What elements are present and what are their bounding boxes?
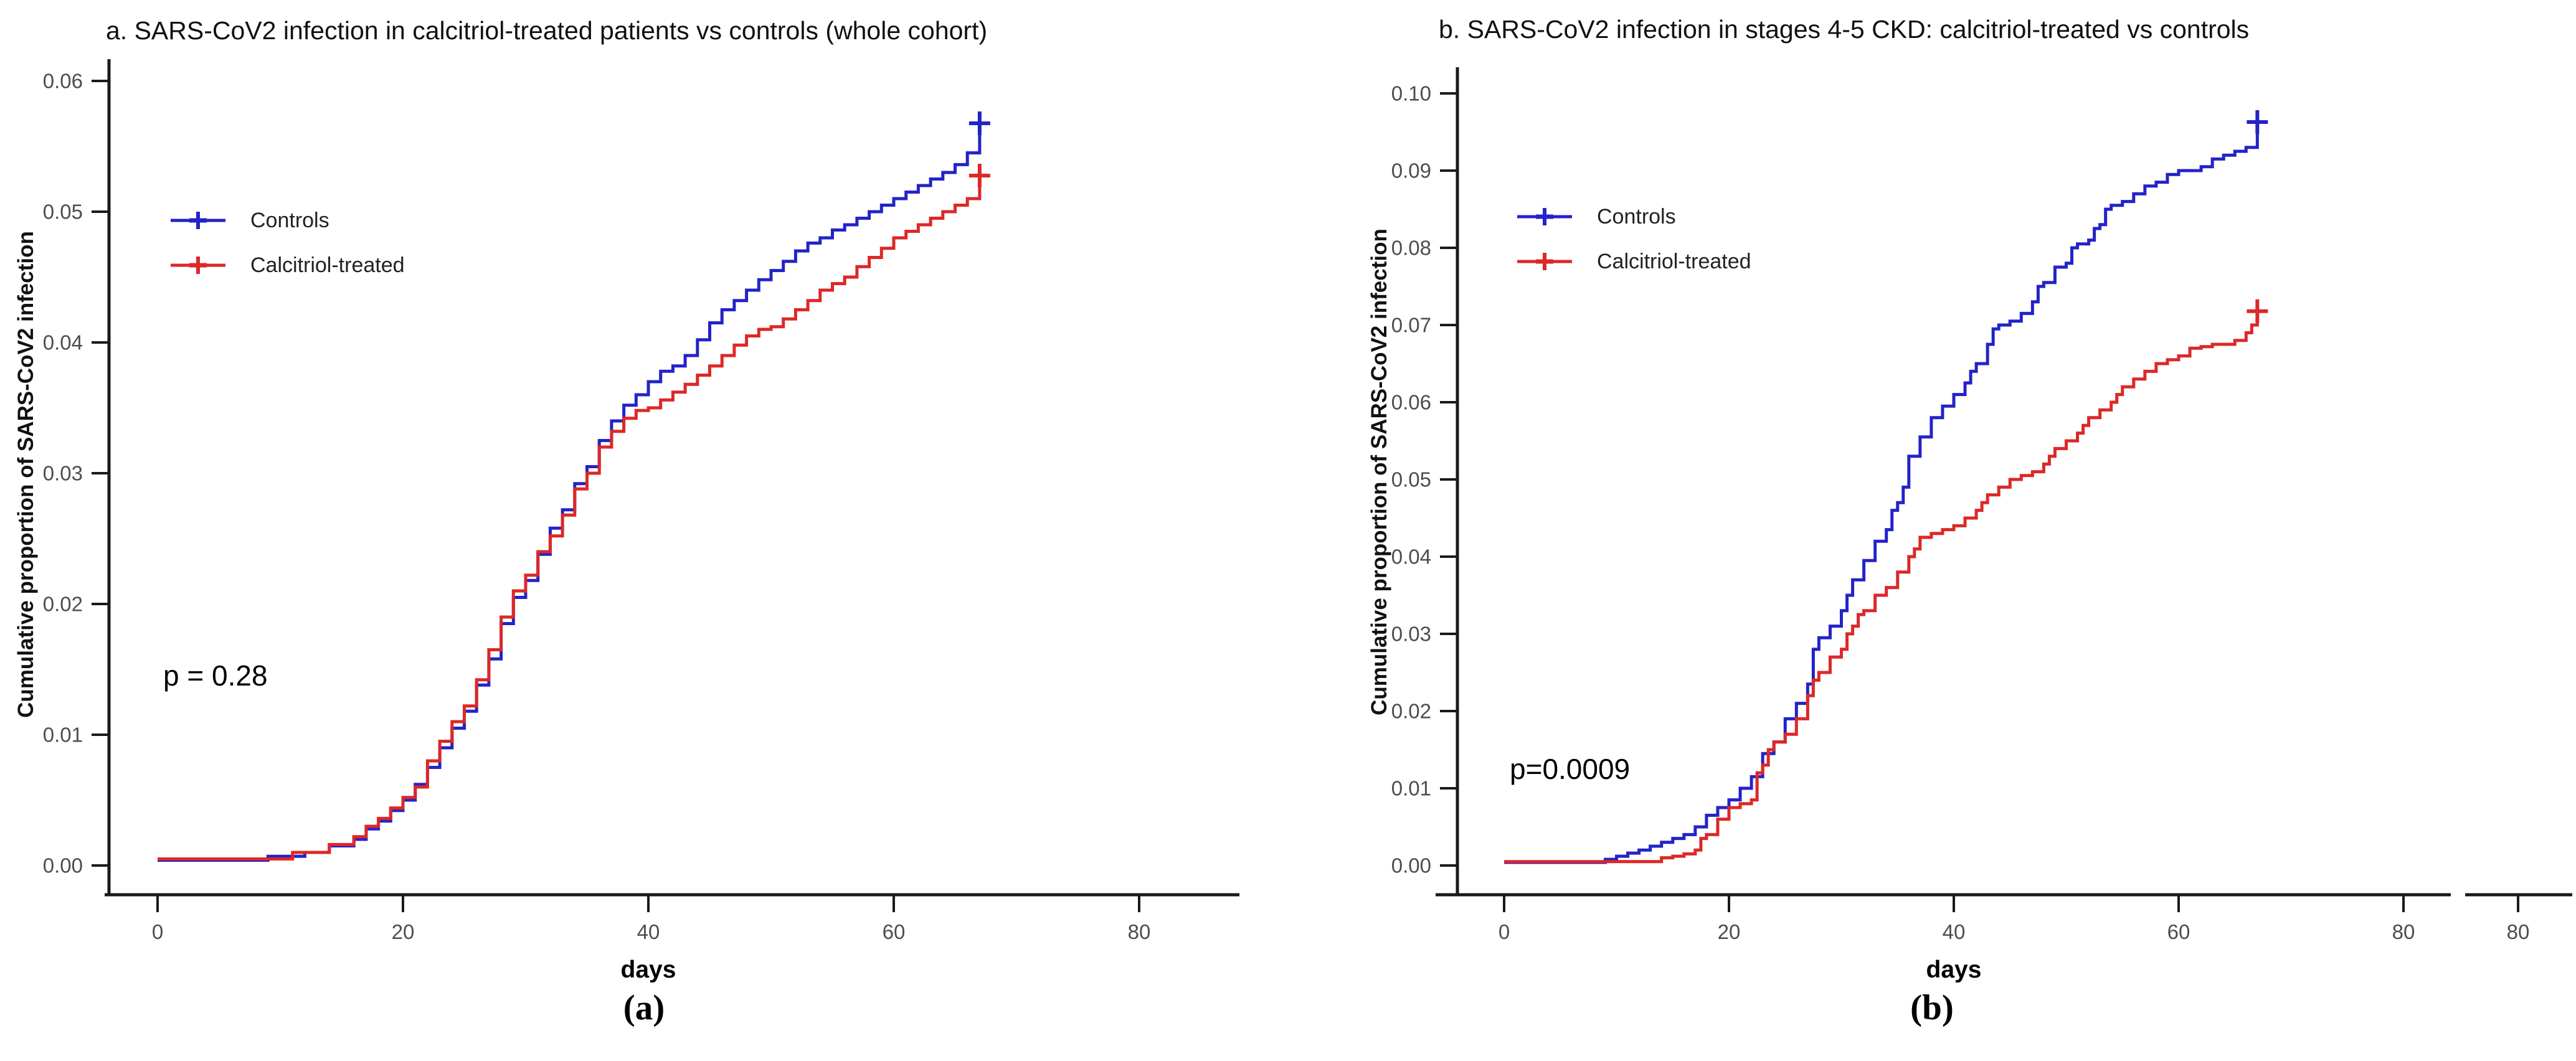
legend-label-calcitriol: Calcitriol-treated	[250, 253, 405, 277]
x-tick-label: 20	[392, 920, 415, 943]
x-tick-label: 40	[637, 920, 660, 943]
y-tick-label: 0.08	[1391, 237, 1431, 260]
x-tick-label: 60	[2167, 920, 2190, 943]
x-axis-title: days	[1926, 956, 1982, 983]
panel-a-legend: Controls Calcitriol-treated	[168, 198, 405, 288]
legend-key-calcitriol-icon	[1517, 253, 1572, 270]
series-curve-controls	[158, 133, 982, 862]
panel-b-p-value: p=0.0009	[1510, 753, 1631, 785]
series-curve-calcitriol-treated	[1504, 321, 2259, 864]
x-tick-label: 60	[883, 920, 906, 943]
detached-x-tick-label: 80	[2507, 920, 2530, 943]
y-tick-label: 0.06	[1391, 391, 1431, 414]
x-axis-title: days	[621, 956, 676, 983]
panel-a: a. SARS-CoV2 infection in calcitriol-tre…	[14, 16, 1239, 1027]
x-tick-label: 0	[152, 920, 163, 943]
series-curve-controls	[1504, 132, 2259, 864]
y-tick-label: 0.04	[43, 331, 83, 354]
series-curve-calcitriol-treated	[158, 186, 982, 861]
legend-key-controls-icon	[1517, 208, 1572, 225]
legend-item-calcitriol: Calcitriol-treated	[168, 243, 405, 288]
y-tick-label: 0.02	[1391, 700, 1431, 723]
panel-a-survival-plot: 0.00 0.01 0.02 0.03 0.04 0.05 0.06 0 20 40 60 80 day…	[43, 59, 1239, 983]
y-tick-label: 0.00	[43, 854, 83, 877]
y-tick-label: 0.05	[43, 200, 83, 224]
figure-caption-a: (a)	[623, 988, 665, 1027]
y-tick-label: 0.01	[1391, 777, 1431, 800]
panel-b-survival-plot: 0.00 0.01 0.02 0.03 0.04 0.05 0.06 0.07 0.08 0.09…	[1391, 67, 2572, 983]
y-tick-label: 0.01	[43, 724, 83, 747]
y-tick-label: 0.09	[1391, 159, 1431, 182]
legend-label-calcitriol: Calcitriol-treated	[1597, 249, 1751, 273]
y-tick-label: 0.06	[43, 70, 83, 93]
y-tick-label: 0.00	[1391, 854, 1431, 877]
x-tick-label: 40	[1943, 920, 1966, 943]
figure-caption-b: (b)	[1910, 988, 1954, 1027]
x-tick-label: 20	[1718, 920, 1741, 943]
panel-a-title: a. SARS-CoV2 infection in calcitriol-tre…	[106, 16, 988, 45]
x-tick-label: 80	[2392, 920, 2415, 943]
legend-key-calcitriol-icon	[171, 257, 225, 274]
panel-b: b. SARS-CoV2 infection in stages 4-5 CKD…	[1288, 0, 2576, 1061]
y-tick-label: 0.04	[1391, 545, 1431, 568]
y-tick-label: 0.07	[1391, 314, 1431, 337]
legend-label-controls: Controls	[250, 208, 329, 232]
x-tick-label: 80	[1128, 920, 1151, 943]
x-tick-label: 0	[1499, 920, 1510, 943]
y-tick-label: 0.03	[1391, 623, 1431, 646]
legend-item-controls: Controls	[1515, 194, 1751, 239]
y-tick-label: 0.10	[1391, 82, 1431, 105]
y-tick-label: 0.03	[43, 462, 83, 485]
legend-key-controls-icon	[171, 212, 225, 229]
legend-item-calcitriol: Calcitriol-treated	[1515, 239, 1751, 284]
y-tick-label: 0.02	[43, 593, 83, 616]
legend-item-controls: Controls	[168, 198, 405, 243]
y-tick-label: 0.05	[1391, 468, 1431, 491]
panel-b-title: b. SARS-CoV2 infection in stages 4-5 CKD…	[1439, 15, 2250, 44]
panel-b-legend: Controls Calcitriol-treated	[1515, 194, 1751, 284]
panel-a-p-value: p = 0.28	[163, 659, 268, 692]
legend-label-controls: Controls	[1597, 204, 1676, 229]
